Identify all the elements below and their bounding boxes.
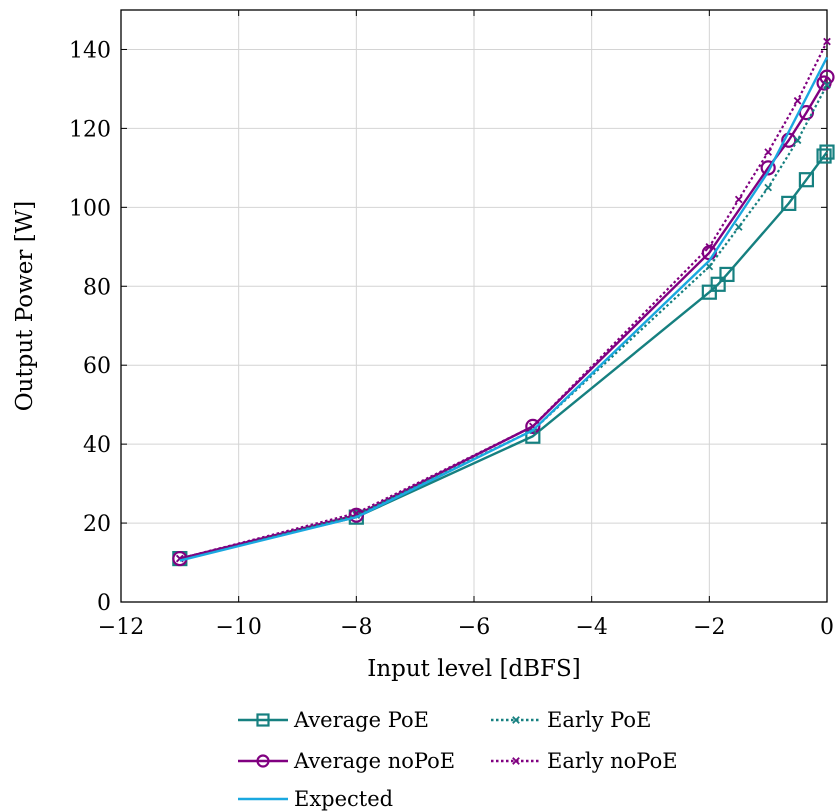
cross-stroke — [793, 136, 802, 145]
data-point-average-poe — [719, 266, 735, 283]
cross-stroke — [705, 242, 714, 251]
x-tick-label: −4 — [575, 615, 607, 640]
series-early-poe — [175, 81, 831, 563]
legend-label-early-poe: Early PoE — [547, 708, 651, 732]
cross-stroke — [175, 554, 184, 563]
cross-stroke — [734, 195, 743, 204]
cross-stroke — [734, 223, 743, 231]
legend: Average PoE Early PoE Average noPoE Early n… — [228, 693, 718, 811]
y-tick-label: 80 — [83, 275, 111, 300]
y-axis-label: Output Power [W] — [12, 201, 38, 412]
series-line-early-nopoe — [179, 41, 828, 560]
series-average-poe — [172, 144, 835, 567]
x-axis-label: Input level [dBFS] — [367, 656, 581, 682]
series-line-expected — [179, 56, 829, 562]
series-line-early-poe — [179, 84, 828, 560]
data-point-average-nopoe — [819, 69, 835, 85]
data-point-early-poe — [823, 81, 831, 89]
cross-stroke — [793, 96, 802, 105]
x-tick-label: −10 — [215, 615, 261, 640]
data-point-average-poe — [819, 144, 835, 160]
legend-marker-average-poe — [256, 713, 270, 727]
x-tick-label: −12 — [98, 615, 144, 640]
legend-label-early-nopoe: Early noPoE — [547, 749, 678, 773]
series-early-nopoe — [175, 37, 831, 563]
data-point-early-nopoe — [823, 37, 831, 46]
y-tick-label: 120 — [69, 117, 111, 142]
data-point-early-nopoe — [734, 195, 743, 204]
y-tick-label: 100 — [69, 196, 111, 221]
cross-stroke — [823, 81, 831, 89]
data-point-early-poe — [705, 262, 714, 271]
cross-stroke — [764, 148, 773, 156]
data-point-average-poe — [798, 172, 815, 188]
series-expected — [179, 56, 829, 562]
y-tick-label: 60 — [83, 354, 111, 379]
x-axis-ticks: −12 −10 −8 −6 −4 −2 0 — [98, 10, 834, 640]
data-point-early-poe — [734, 223, 743, 231]
series-line-average-poe — [179, 151, 828, 560]
y-tick-label: 140 — [69, 38, 111, 63]
legend-marker-average-nopoe — [256, 754, 270, 768]
cross-stroke — [512, 716, 520, 724]
legend-label-average-poe: Average PoE — [293, 708, 429, 732]
x-tick-label: −6 — [458, 615, 490, 640]
legend-marker-early-poe — [512, 716, 520, 724]
series-average-nopoe — [172, 69, 835, 567]
cross-stroke — [705, 262, 714, 271]
y-axis-ticks: 0 20 40 60 80 100 120 140 — [69, 38, 827, 616]
legend-entry-early-nopoe: Early noPoE — [491, 749, 678, 773]
legend-box — [228, 693, 718, 810]
y-tick-label: 0 — [97, 591, 111, 616]
data-point-average-poe — [781, 195, 797, 211]
data-point-early-poe — [793, 136, 802, 145]
legend-marker-early-nopoe — [512, 757, 520, 765]
legend-label-expected: Expected — [294, 787, 393, 811]
cross-stroke — [352, 509, 361, 518]
x-tick-label: −2 — [693, 615, 725, 640]
data-point-early-nopoe — [764, 148, 773, 156]
data-point-average-nopoe — [525, 418, 541, 434]
data-point-average-poe — [701, 284, 717, 300]
series-layer — [172, 37, 835, 567]
legend-entry-average-poe: Average PoE — [238, 708, 429, 732]
data-point-early-nopoe — [793, 96, 802, 105]
legend-entry-expected: Expected — [238, 787, 393, 811]
cross-stroke — [764, 183, 773, 192]
cross-stroke — [528, 422, 537, 431]
data-point-early-poe — [764, 183, 773, 192]
y-tick-label: 20 — [83, 512, 111, 537]
y-tick-label: 40 — [83, 433, 111, 458]
data-point-average-poe — [816, 148, 832, 164]
cross-stroke — [512, 757, 520, 765]
legend-entry-average-nopoe: Average noPoE — [238, 749, 455, 773]
data-point-average-nopoe — [760, 160, 776, 176]
x-tick-label: −8 — [340, 615, 372, 640]
data-point-average-poe — [710, 276, 726, 292]
grid-lines — [120, 10, 828, 603]
x-tick-label: 0 — [820, 615, 834, 640]
series-line-average-nopoe — [179, 76, 829, 560]
cross-stroke — [823, 37, 831, 46]
data-point-early-nopoe — [705, 242, 714, 251]
legend-label-average-nopoe: Average noPoE — [293, 749, 455, 773]
legend-entry-early-poe: Early PoE — [491, 708, 651, 732]
